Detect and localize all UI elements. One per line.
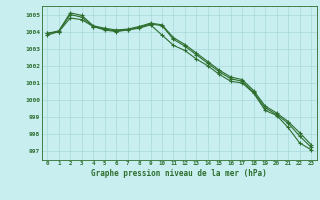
X-axis label: Graphe pression niveau de la mer (hPa): Graphe pression niveau de la mer (hPa) (91, 169, 267, 178)
